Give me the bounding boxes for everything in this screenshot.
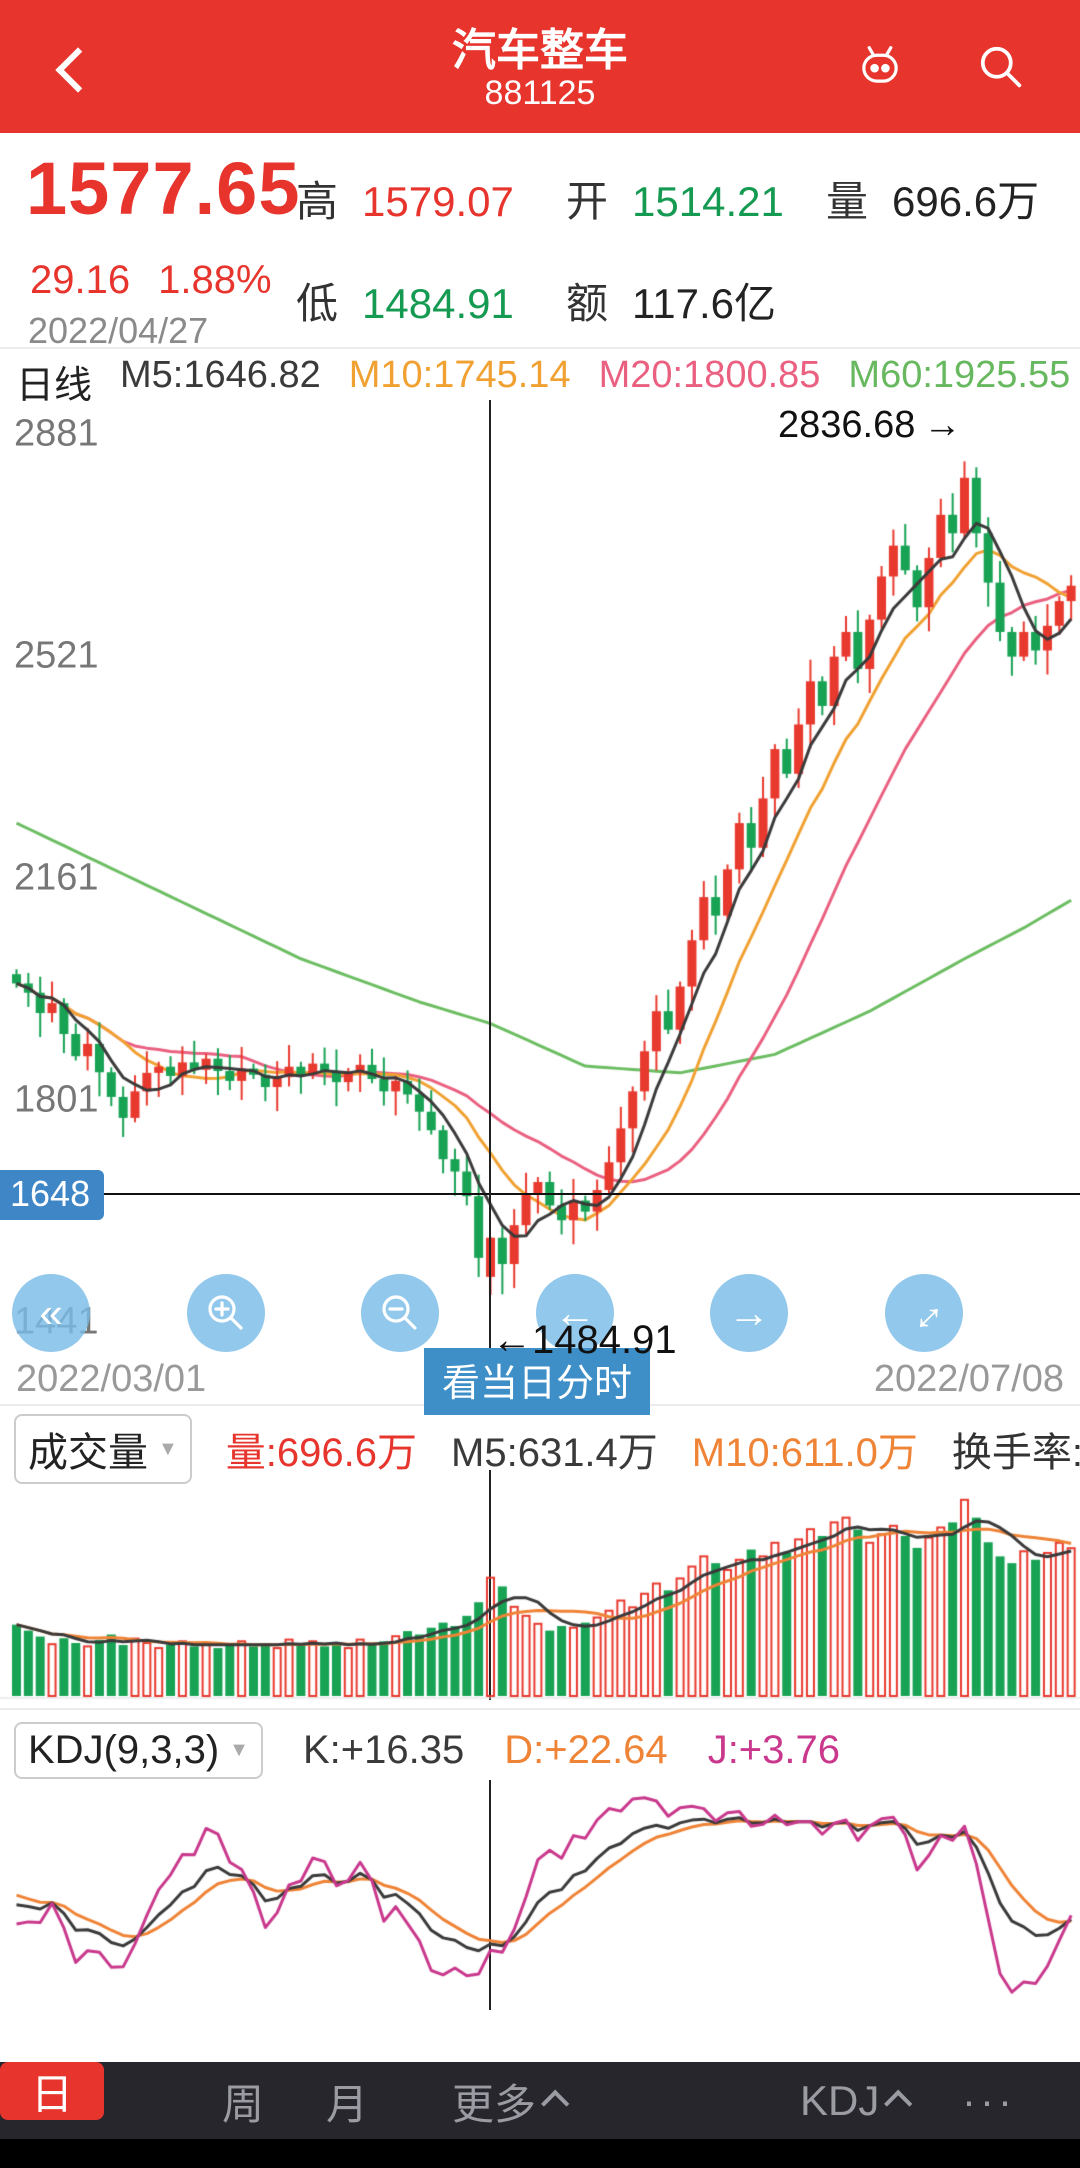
peak-price-annotation: 2836.68 →: [778, 404, 962, 446]
ma20-legend: M20:1800.85: [598, 354, 821, 396]
stat-low: 低 1484.91: [296, 280, 514, 327]
fullscreen-button[interactable]: ↔: [885, 1274, 963, 1352]
bottom-black-strip: [0, 2139, 1080, 2168]
arrow-right-icon: →: [923, 404, 962, 446]
kdj-line-chart[interactable]: [0, 1780, 1080, 2010]
kdj-k-value: K:+16.35: [302, 1728, 465, 1772]
stock-code: 881125: [484, 74, 596, 112]
double-arrow-left-icon: «: [39, 1289, 63, 1336]
stat-open: 开 1514.21: [566, 178, 784, 225]
stat-volume: 量 696.6万: [826, 178, 1040, 225]
more-options-button[interactable]: ···: [962, 2077, 1016, 2124]
bottom-navigation: 日 周 月 更多 KDJ ···: [0, 2062, 1080, 2140]
chart-start-date: 2022/03/01: [16, 1358, 207, 1400]
arrow-right-icon: →: [728, 1289, 770, 1336]
arrow-left-icon: ←: [554, 1289, 596, 1336]
pan-left-button[interactable]: ←: [536, 1274, 614, 1352]
kdj-legend: KDJ(9,3,3) ▼ K:+16.35 D:+22.64 J:+3.76: [14, 1722, 840, 1779]
indicator-switcher[interactable]: KDJ: [800, 2062, 913, 2140]
price-change: 29.16 1.88%: [30, 258, 300, 303]
assistant-robot-icon[interactable]: [852, 38, 908, 94]
app-header: 汽车整车 881125: [0, 0, 1080, 133]
y-axis-tick: 2521: [14, 634, 99, 677]
chevron-up-icon: [541, 2089, 570, 2118]
stat-high: 高 1579.07: [296, 178, 514, 225]
volume-bar-chart[interactable]: [0, 1470, 1080, 1700]
dropdown-icon: ▼: [229, 1739, 249, 1761]
pan-right-button[interactable]: →: [710, 1274, 788, 1352]
chart-end-date: 2022/07/08: [873, 1358, 1064, 1400]
change-amount: 29.16: [30, 258, 131, 302]
expand-icon: ↔: [892, 1281, 956, 1345]
chevron-up-icon: [884, 2089, 913, 2118]
view-intraday-button[interactable]: 看当日分时: [424, 1348, 651, 1415]
crosshair-horizontal-line: [0, 1193, 1080, 1195]
kdj-indicator-selector[interactable]: KDJ(9,3,3) ▼: [14, 1722, 263, 1779]
ma60-legend: M60:1925.55: [848, 354, 1071, 396]
turnover-rate: 换手率:--: [951, 1431, 1080, 1475]
tab-more[interactable]: 更多: [452, 2062, 570, 2140]
change-percent: 1.88%: [158, 258, 272, 302]
divider: [0, 1708, 1080, 1710]
crosshair-vertical-line: [489, 400, 491, 1352]
volume-ma5: M5:631.4万: [451, 1431, 658, 1475]
divider: [0, 347, 1080, 349]
arrow-left-icon: ←: [492, 1318, 532, 1362]
dropdown-icon: ▼: [158, 1437, 178, 1460]
current-price: 1577.65: [26, 147, 301, 230]
crosshair-price-badge: 1648: [0, 1170, 105, 1220]
zoom-in-icon: [208, 1295, 243, 1330]
ma5-legend: M5:1646.82: [120, 354, 321, 396]
kdj-j-value: J:+3.76: [707, 1728, 841, 1772]
zoom-out-button[interactable]: [361, 1274, 439, 1352]
tab-weekly[interactable]: 周: [222, 2080, 265, 2128]
volume-value: 量:696.6万: [225, 1431, 418, 1475]
tab-daily[interactable]: 日: [0, 2062, 104, 2120]
search-icon[interactable]: [972, 38, 1028, 94]
quote-date: 2022/04/27: [28, 310, 209, 351]
page-title: 汽车整车: [452, 26, 628, 75]
y-axis-tick: 2881: [14, 412, 99, 455]
zoom-in-button[interactable]: [187, 1274, 265, 1352]
ma10-legend: M10:1745.14: [348, 354, 571, 396]
y-axis-tick: 1801: [14, 1078, 99, 1121]
tab-monthly[interactable]: 月: [326, 2080, 369, 2128]
low-price-annotation: ←1484.91: [492, 1318, 677, 1362]
pan-fast-left-button[interactable]: «: [12, 1274, 90, 1352]
volume-ma10: M10:611.0万: [691, 1431, 918, 1475]
main-candlestick-chart[interactable]: [0, 400, 1080, 1350]
kdj-d-value: D:+22.64: [504, 1728, 668, 1772]
zoom-out-icon: [382, 1295, 417, 1330]
ma-legend: 日线 M5:1646.82 M10:1745.14 M20:1800.85 M6…: [16, 354, 1070, 409]
y-axis-tick: 2161: [14, 856, 99, 899]
stat-amount: 额 117.6亿: [566, 280, 777, 327]
